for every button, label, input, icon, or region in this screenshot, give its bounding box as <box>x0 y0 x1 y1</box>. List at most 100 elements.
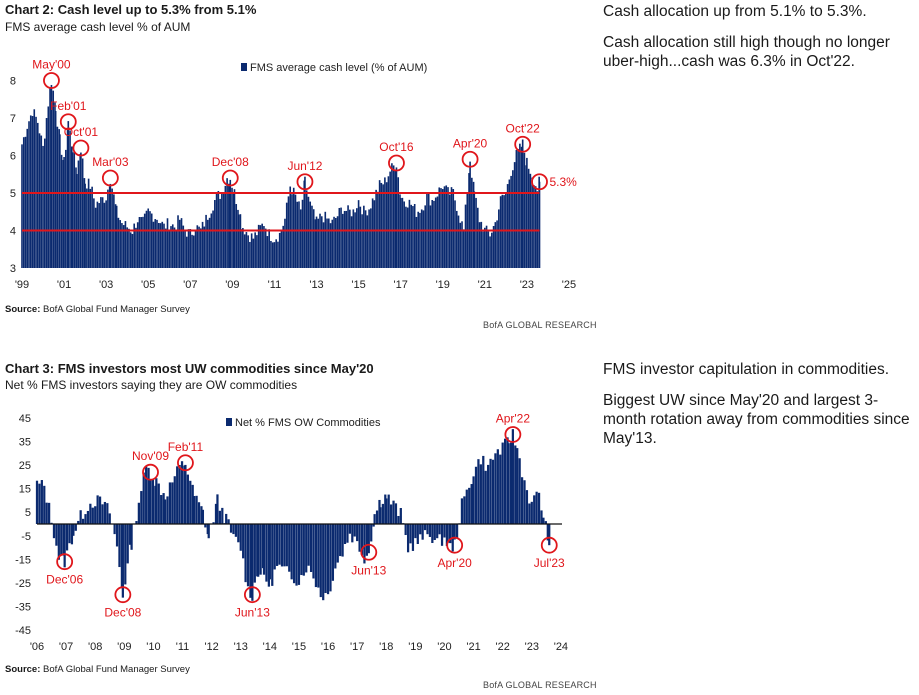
c3-xtick-label: '14 <box>263 641 277 653</box>
c2-bar <box>84 183 86 268</box>
c2-bar <box>40 135 43 268</box>
c3-bar <box>163 499 167 524</box>
c3-bar <box>348 524 351 534</box>
chart3-source: Source: BofA Global Fund Manager Survey <box>5 664 190 675</box>
c2-bar <box>356 208 358 268</box>
c3-bar <box>74 524 77 531</box>
c3-bar <box>221 507 224 524</box>
c2-bar <box>447 187 449 268</box>
c2-bar <box>452 189 455 268</box>
c2-xtick-label: '01 <box>57 279 71 291</box>
c3-xtick-label: '20 <box>437 641 451 653</box>
c2-bar <box>384 177 386 268</box>
c2-annotation-label: Dec'08 <box>212 155 249 169</box>
c3-xtick-label: '22 <box>496 641 510 653</box>
c2-bar <box>114 204 117 268</box>
c3-bar <box>168 482 172 524</box>
c2-xtick-label: '03 <box>99 279 113 291</box>
c2-bar <box>166 218 169 268</box>
c2-bar <box>52 90 55 269</box>
c3-bar <box>511 429 514 524</box>
c3-xtick-label: '18 <box>379 641 393 653</box>
c2-bar <box>184 230 186 268</box>
c2-bar <box>50 84 53 268</box>
c3-annotation-label: Dec'06 <box>46 573 83 587</box>
c3-bar <box>453 524 456 540</box>
c2-annotation-label: Jun'12 <box>287 159 322 173</box>
c3-bar <box>300 524 303 576</box>
c2-bar <box>133 223 136 268</box>
c3-bar <box>356 524 359 542</box>
c2-bar <box>210 213 213 268</box>
c3-bar <box>52 524 56 539</box>
c2-bar <box>382 184 384 268</box>
c2-bar <box>26 128 29 268</box>
c2-bar <box>431 200 434 268</box>
c3-bar <box>394 503 398 524</box>
c2-bar <box>205 214 207 268</box>
c2-bar <box>469 161 471 268</box>
c2-bar <box>523 152 526 268</box>
c2-bar <box>119 220 121 268</box>
c2-bar <box>159 223 162 268</box>
chart3-brand: BofA GLOBAL RESEARCH <box>483 680 597 690</box>
c3-bar <box>416 524 419 544</box>
c3-annotation-label: Dec'08 <box>104 606 141 620</box>
c2-bar <box>28 121 30 269</box>
c2-bar <box>387 176 390 268</box>
c2-bar <box>187 229 190 268</box>
c2-bar <box>282 225 285 268</box>
c3-bar <box>68 524 71 544</box>
c3-bar <box>197 502 201 524</box>
c3-ytick-label: 35 <box>19 437 31 449</box>
c3-bar <box>50 522 53 524</box>
c2-bar <box>515 149 518 268</box>
c3-bar <box>113 524 116 535</box>
c2-bar <box>115 205 118 268</box>
c3-bar <box>45 502 48 524</box>
c3-bar <box>81 518 85 524</box>
c2-bar <box>301 199 304 268</box>
c3-bar <box>496 449 499 524</box>
c3-bar <box>305 524 308 573</box>
c3-bar <box>178 465 181 524</box>
c2-bar <box>385 182 388 268</box>
c3-bar <box>339 524 342 557</box>
c3-annotation-circle <box>114 586 132 604</box>
c3-bar <box>145 465 148 524</box>
c3-bar <box>428 524 432 537</box>
c2-bar <box>81 158 84 268</box>
c2-bar <box>140 217 143 268</box>
c3-bar <box>101 504 104 524</box>
c3-ytick-label: -5 <box>21 531 31 543</box>
c3-bar <box>509 442 513 524</box>
c2-bar <box>156 219 158 268</box>
c2-ytick-label: 8 <box>10 76 16 88</box>
c3-annotation-circle <box>142 463 159 481</box>
c2-xtick-label: '21 <box>478 279 492 291</box>
c3-bar <box>271 524 274 586</box>
c3-annotation-circle <box>540 536 558 554</box>
c2-bar <box>24 136 27 268</box>
c3-bar <box>273 524 276 570</box>
c3-bar <box>302 524 305 576</box>
chart3-title: Chart 3: FMS investors most UW commoditi… <box>5 361 374 376</box>
c3-bar <box>207 524 210 539</box>
c3-bar <box>365 524 368 556</box>
c2-annotation-circle <box>514 135 532 153</box>
c3-bar <box>200 506 203 524</box>
c3-xtick-label: '23 <box>525 641 539 653</box>
c2-bar <box>29 115 32 268</box>
c2-bar <box>242 228 244 268</box>
c2-annotation-label: Oct'16 <box>379 140 414 154</box>
c3-legend-label: Net % FMS OW Commodities <box>235 417 381 429</box>
c3-bar <box>43 485 46 524</box>
c2-bar <box>338 207 341 268</box>
c3-bar <box>322 524 325 601</box>
c2-bar <box>527 168 530 268</box>
c2-bar <box>491 232 493 268</box>
c3-bar <box>70 524 74 545</box>
c3-bar <box>479 464 482 524</box>
c3-bar <box>229 524 233 533</box>
c2-bar <box>261 223 263 268</box>
